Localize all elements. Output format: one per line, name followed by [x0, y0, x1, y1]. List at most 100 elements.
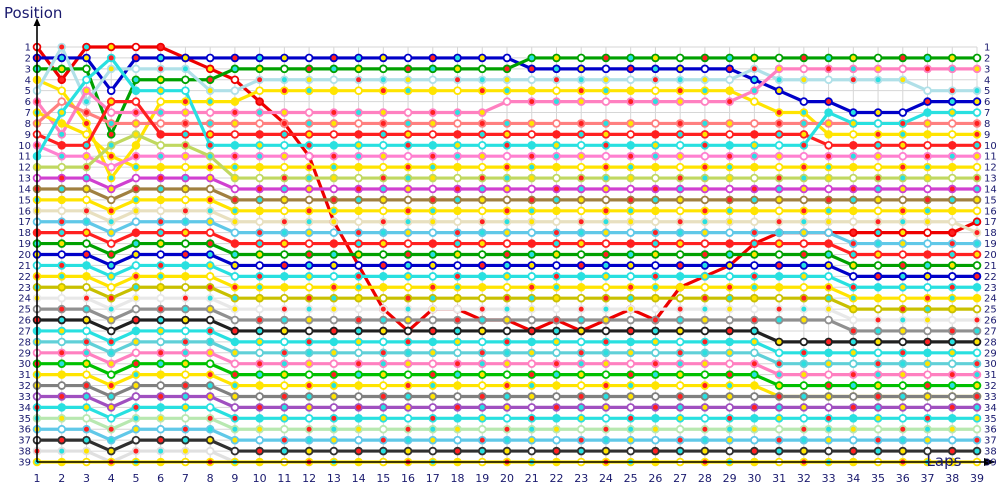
svg-text:10: 10	[253, 472, 267, 485]
svg-text:8: 8	[207, 472, 214, 485]
svg-text:35: 35	[984, 414, 997, 425]
svg-text:3: 3	[25, 64, 31, 75]
svg-text:34: 34	[846, 472, 860, 485]
svg-text:17: 17	[18, 217, 31, 228]
svg-text:2: 2	[984, 53, 990, 64]
svg-text:10: 10	[984, 141, 997, 152]
svg-text:25: 25	[624, 472, 638, 485]
svg-text:36: 36	[896, 472, 910, 485]
svg-text:16: 16	[18, 206, 31, 217]
svg-text:9: 9	[231, 472, 238, 485]
svg-text:20: 20	[18, 250, 31, 261]
svg-text:38: 38	[18, 447, 31, 458]
svg-text:30: 30	[18, 359, 31, 370]
svg-text:25: 25	[18, 305, 31, 316]
svg-text:39: 39	[18, 458, 31, 469]
svg-text:6: 6	[157, 472, 164, 485]
svg-text:12: 12	[984, 163, 997, 174]
svg-text:22: 22	[984, 272, 997, 283]
svg-text:27: 27	[984, 326, 997, 337]
svg-text:37: 37	[984, 436, 997, 447]
svg-text:4: 4	[25, 75, 31, 86]
axis-lines	[33, 18, 996, 466]
svg-text:35: 35	[871, 472, 885, 485]
svg-text:18: 18	[451, 472, 465, 485]
svg-text:21: 21	[984, 261, 997, 272]
svg-text:15: 15	[18, 195, 31, 206]
svg-text:26: 26	[984, 316, 997, 327]
svg-text:7: 7	[25, 108, 31, 119]
svg-text:31: 31	[984, 370, 997, 381]
svg-text:14: 14	[352, 472, 366, 485]
svg-text:36: 36	[18, 425, 31, 436]
svg-text:21: 21	[525, 472, 539, 485]
svg-text:8: 8	[25, 119, 31, 130]
svg-text:37: 37	[18, 436, 31, 447]
svg-text:12: 12	[302, 472, 316, 485]
svg-text:24: 24	[599, 472, 613, 485]
svg-text:11: 11	[18, 152, 31, 163]
svg-text:17: 17	[984, 217, 997, 228]
svg-text:24: 24	[984, 294, 997, 305]
svg-text:7: 7	[984, 108, 990, 119]
svg-text:38: 38	[945, 472, 959, 485]
svg-text:4: 4	[984, 75, 990, 86]
svg-text:39: 39	[970, 472, 984, 485]
svg-text:1: 1	[984, 43, 990, 54]
svg-text:24: 24	[18, 294, 31, 305]
svg-text:19: 19	[18, 239, 31, 250]
svg-text:9: 9	[984, 130, 990, 141]
svg-text:3: 3	[83, 472, 90, 485]
svg-text:15: 15	[984, 195, 997, 206]
svg-text:3: 3	[984, 64, 990, 75]
svg-text:25: 25	[984, 305, 997, 316]
svg-text:19: 19	[475, 472, 489, 485]
svg-text:31: 31	[18, 370, 31, 381]
svg-text:13: 13	[18, 174, 31, 185]
svg-text:16: 16	[401, 472, 415, 485]
svg-text:30: 30	[747, 472, 761, 485]
svg-text:5: 5	[984, 86, 990, 97]
x-axis-title: Laps	[927, 452, 962, 470]
svg-text:18: 18	[984, 228, 997, 239]
svg-text:30: 30	[984, 359, 997, 370]
svg-text:18: 18	[18, 228, 31, 239]
svg-text:22: 22	[18, 272, 31, 283]
svg-text:32: 32	[18, 381, 31, 392]
svg-text:32: 32	[984, 381, 997, 392]
svg-text:11: 11	[277, 472, 291, 485]
svg-text:9: 9	[25, 130, 31, 141]
svg-text:38: 38	[984, 447, 997, 458]
axis-titles: Position Laps	[4, 4, 962, 470]
svg-text:29: 29	[984, 348, 997, 359]
svg-text:17: 17	[426, 472, 440, 485]
svg-text:15: 15	[376, 472, 390, 485]
svg-text:31: 31	[772, 472, 786, 485]
svg-text:26: 26	[18, 316, 31, 327]
svg-text:6: 6	[984, 97, 990, 108]
y-axis-title: Position	[4, 4, 62, 22]
svg-text:19: 19	[984, 239, 997, 250]
svg-text:34: 34	[984, 403, 997, 414]
svg-text:39: 39	[984, 458, 997, 469]
svg-text:23: 23	[574, 472, 588, 485]
svg-text:13: 13	[327, 472, 341, 485]
svg-text:27: 27	[18, 326, 31, 337]
series-lines	[32, 42, 982, 467]
svg-text:22: 22	[549, 472, 563, 485]
svg-text:32: 32	[797, 472, 811, 485]
svg-text:33: 33	[822, 472, 836, 485]
svg-text:8: 8	[984, 119, 990, 130]
svg-text:33: 33	[984, 392, 997, 403]
svg-text:27: 27	[673, 472, 687, 485]
svg-text:13: 13	[984, 174, 997, 185]
svg-text:23: 23	[18, 283, 31, 294]
svg-text:29: 29	[18, 348, 31, 359]
svg-text:2: 2	[58, 472, 65, 485]
svg-text:33: 33	[18, 392, 31, 403]
svg-text:4: 4	[108, 472, 115, 485]
